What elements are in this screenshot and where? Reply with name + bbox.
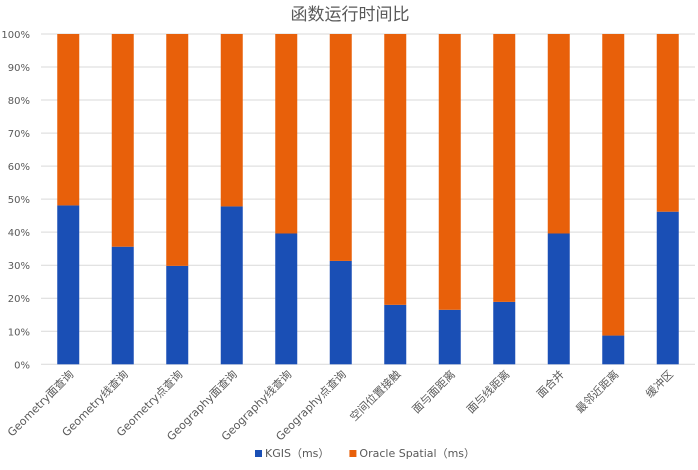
legend-label: KGIS（ms）	[265, 447, 329, 460]
legend-swatch	[349, 450, 357, 457]
bar-oracle-spatial	[329, 34, 352, 261]
y-tick-label: 20%	[8, 294, 30, 305]
y-tick-label: 30%	[8, 261, 30, 272]
bar-oracle-spatial	[275, 34, 298, 234]
y-tick-label: 60%	[8, 162, 30, 173]
bar-kgis	[384, 304, 407, 365]
y-tick-label: 40%	[8, 228, 30, 239]
bar-kgis	[111, 246, 134, 365]
y-tick-label: 0%	[14, 360, 30, 371]
legend-swatch	[255, 450, 262, 457]
bar-oracle-spatial	[111, 34, 134, 247]
bar-oracle-spatial	[547, 34, 570, 234]
y-tick-label: 80%	[8, 96, 30, 107]
y-tick-label: 70%	[8, 129, 30, 140]
y-tick-label: 90%	[8, 63, 30, 74]
chart-title: 函数运行时间比	[291, 5, 410, 25]
y-tick-label: 10%	[8, 327, 30, 338]
legend: KGIS（ms） Oracle Spatial（ms）	[255, 447, 475, 460]
x-tick-label: 面与面距离	[409, 367, 458, 416]
bar-kgis	[329, 260, 352, 365]
bar-oracle-spatial	[220, 34, 243, 207]
bar-oracle-spatial	[57, 34, 80, 206]
legend-label: Oracle Spatial（ms）	[359, 447, 475, 460]
bar-kgis	[493, 301, 516, 365]
bar-kgis	[220, 206, 243, 365]
bar-oracle-spatial	[438, 34, 461, 310]
x-tick-label: 缓冲区	[643, 367, 676, 400]
bar-kgis	[602, 335, 625, 365]
bar-kgis	[166, 265, 189, 365]
bar-kgis	[275, 233, 298, 365]
x-tick-label: 最邻近距离	[573, 367, 622, 416]
bar-oracle-spatial	[656, 34, 679, 212]
y-tick-label: 50%	[8, 195, 30, 206]
x-tick-label: 空间位置接触	[347, 367, 404, 424]
bar-oracle-spatial	[166, 34, 189, 266]
bar-kgis	[57, 205, 80, 365]
bar-kgis	[547, 233, 570, 365]
bar-oracle-spatial	[384, 34, 407, 305]
y-tick-label: 100%	[1, 30, 30, 41]
x-tick-label: 面合并	[534, 367, 567, 400]
x-tick-label: 面与线距离	[464, 367, 513, 416]
bar-oracle-spatial	[493, 34, 516, 302]
bar-kgis	[656, 211, 679, 365]
bar-kgis	[438, 309, 461, 365]
bar-oracle-spatial	[602, 34, 625, 336]
